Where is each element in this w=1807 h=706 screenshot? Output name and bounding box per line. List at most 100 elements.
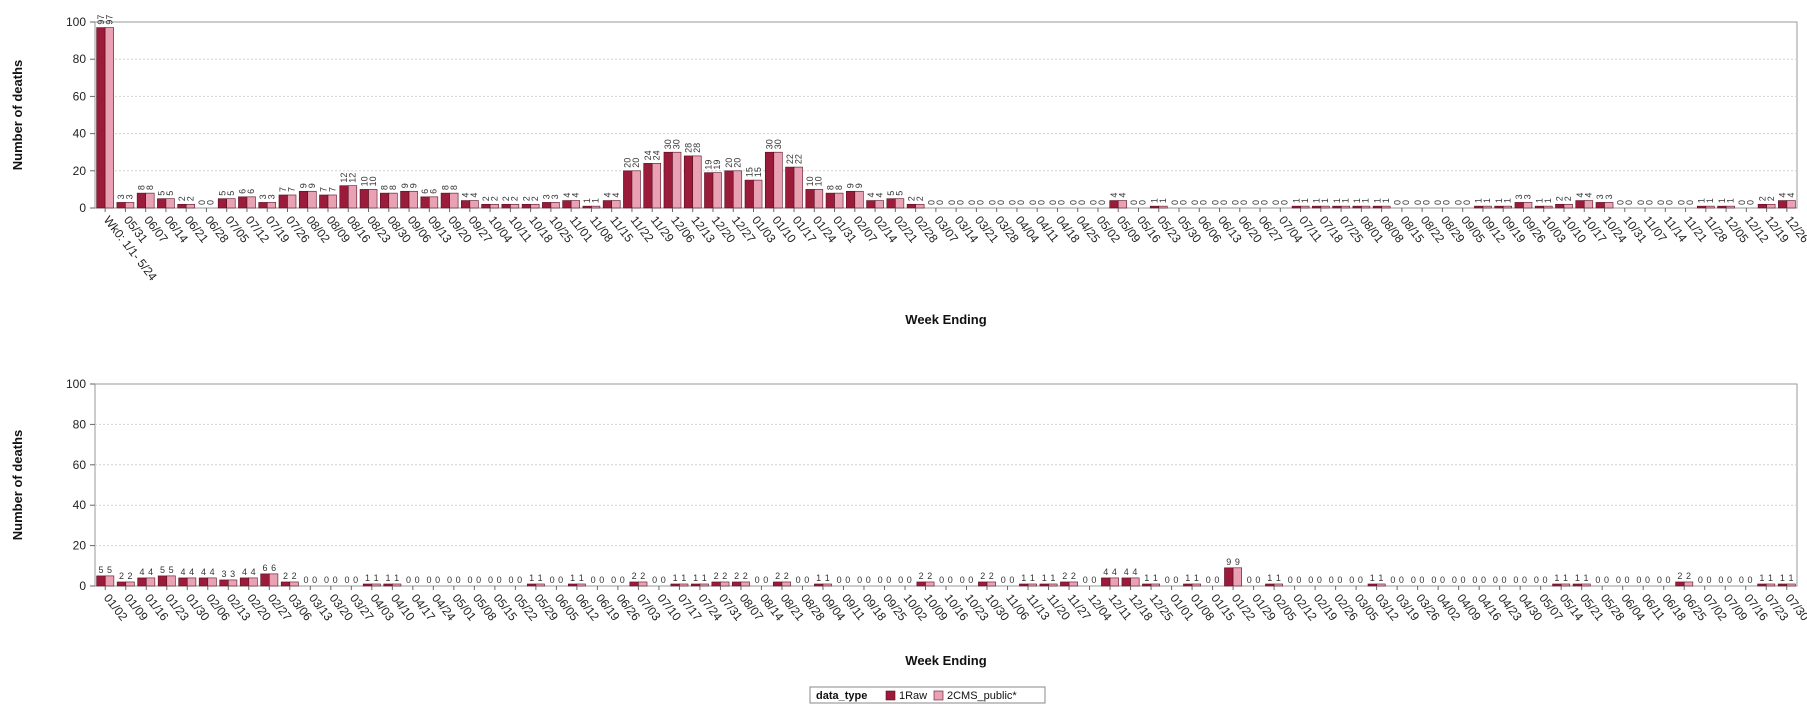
data-label: 1 — [386, 573, 391, 583]
data-label: 20 — [623, 158, 633, 168]
bar-raw — [711, 581, 721, 587]
data-label: 3 — [542, 194, 552, 199]
data-label: 0 — [1028, 200, 1038, 205]
data-label: 0 — [1091, 575, 1096, 585]
data-label: 0 — [1057, 200, 1067, 205]
data-label: 1 — [1780, 573, 1785, 583]
bar-cms-public — [1158, 205, 1168, 209]
data-label: 0 — [1472, 575, 1477, 585]
data-label: 5 — [98, 565, 103, 575]
bar-cms-public — [1523, 202, 1533, 209]
data-label: 1 — [1575, 573, 1580, 583]
data-label: 3 — [221, 569, 226, 579]
y-tick-label: 80 — [73, 417, 87, 431]
data-label: 0 — [1009, 575, 1014, 585]
data-label: 3 — [125, 194, 135, 199]
legend-swatch — [933, 690, 944, 701]
bar-cms-public — [145, 577, 156, 587]
data-label: 7 — [319, 187, 329, 192]
bar-raw — [1778, 200, 1788, 209]
bar-raw — [1019, 583, 1029, 587]
data-label: 0 — [1036, 200, 1046, 205]
data-label: 1 — [693, 573, 698, 583]
bar-cms-public — [550, 202, 560, 209]
data-label: 0 — [1440, 575, 1445, 585]
bar-cms-public — [1130, 577, 1140, 587]
bar-raw — [814, 583, 824, 587]
data-label: 0 — [955, 200, 965, 205]
data-label: 0 — [206, 200, 216, 205]
data-label: 0 — [415, 575, 420, 585]
bar-raw — [1060, 581, 1070, 587]
data-label: 5 — [107, 565, 112, 575]
data-label: 0 — [1173, 575, 1178, 585]
data-label: 0 — [1501, 575, 1506, 585]
bar-raw — [1757, 583, 1767, 587]
data-label: 0 — [1624, 575, 1629, 585]
plot-area — [94, 21, 1798, 209]
data-label: 10 — [814, 176, 824, 186]
data-label: 1 — [1583, 573, 1588, 583]
data-label: 1 — [538, 573, 543, 583]
data-label: 0 — [1656, 200, 1666, 205]
bar-cms-public — [269, 573, 279, 587]
bar-raw — [362, 583, 373, 587]
bar-raw — [542, 202, 552, 209]
bar-cms-public — [246, 196, 256, 209]
data-label: 0 — [1534, 575, 1539, 585]
data-label: 4 — [1584, 193, 1594, 198]
data-label: 1 — [1185, 573, 1190, 583]
bar-raw — [400, 190, 410, 209]
x-axis-title: Week Ending — [905, 653, 986, 668]
bar-cms-public — [166, 575, 176, 587]
data-label: 0 — [1165, 575, 1170, 585]
data-label: 4 — [251, 567, 256, 577]
x-axis-title: Week Ending — [905, 312, 986, 327]
data-label: 2 — [927, 571, 932, 581]
bar-raw — [96, 575, 106, 587]
data-label: 0 — [353, 575, 358, 585]
bar-cms-public — [347, 185, 358, 209]
data-label: 0 — [1462, 200, 1472, 205]
bar-cms-public — [287, 194, 297, 209]
bar-raw — [383, 583, 393, 587]
data-label: 2 — [1757, 196, 1767, 201]
bar-cms-public — [469, 200, 479, 209]
data-label: 2 — [119, 571, 124, 581]
bar-cms-public — [227, 579, 238, 587]
bar-raw — [805, 189, 815, 209]
data-label: 0 — [1604, 575, 1609, 585]
bar-raw — [178, 577, 188, 587]
data-label: 0 — [1231, 200, 1241, 205]
bar-raw — [1039, 583, 1049, 587]
bar-raw — [319, 194, 329, 209]
data-label: 5 — [886, 191, 896, 196]
bar-cms-public — [915, 203, 925, 209]
bar-cms-public — [740, 581, 750, 587]
bar-cms-public — [530, 203, 540, 209]
bar-raw — [260, 573, 270, 587]
bar-cms-public — [679, 583, 689, 587]
data-label: 0 — [324, 575, 329, 585]
data-label: 0 — [652, 575, 657, 585]
bar-cms-public — [104, 27, 114, 209]
bar-raw — [1697, 205, 1707, 209]
data-label: 0 — [558, 575, 563, 585]
bar-raw — [1572, 583, 1582, 587]
data-label: 30 — [672, 139, 682, 149]
data-label: 1 — [1563, 573, 1568, 583]
legend-item-label: 2CMS_public* — [947, 690, 1017, 702]
data-label: 2 — [292, 571, 297, 581]
bar-cms-public — [226, 198, 236, 209]
data-label: 0 — [898, 575, 903, 585]
data-label: 4 — [148, 567, 153, 577]
data-label: 15 — [744, 167, 754, 177]
bar-raw — [339, 185, 349, 209]
data-label: 5 — [895, 191, 905, 196]
bar-cms-public — [631, 170, 641, 209]
data-label: 2 — [521, 196, 531, 201]
y-tick-label: 20 — [73, 539, 87, 553]
data-label: 0 — [796, 575, 801, 585]
bar-cms-public — [1725, 205, 1735, 209]
bar-cms-public — [1482, 205, 1492, 209]
